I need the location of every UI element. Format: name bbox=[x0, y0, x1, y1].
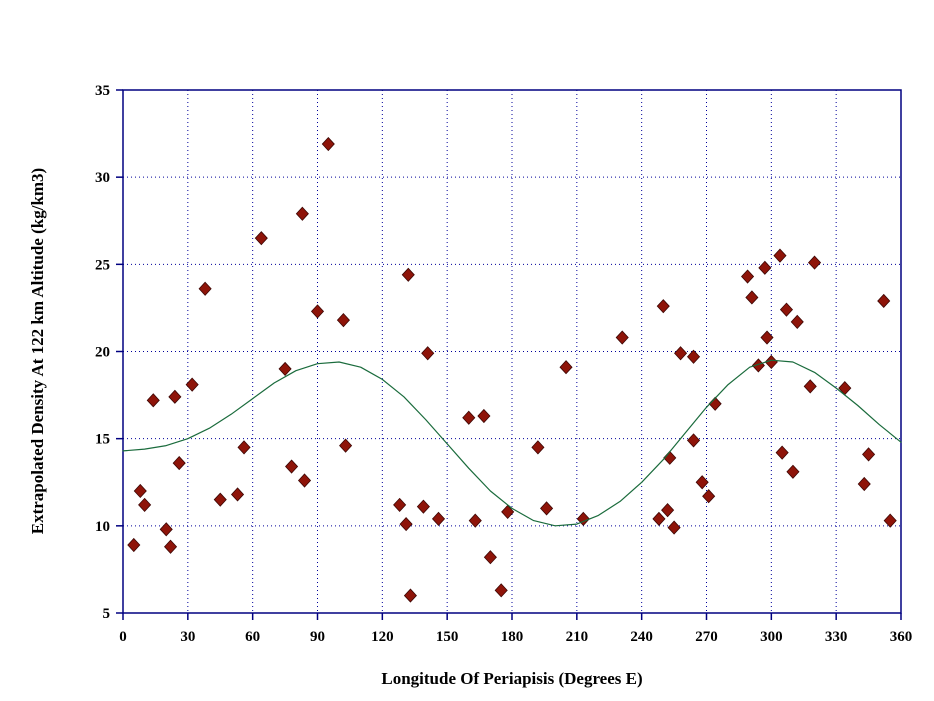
y-tick-label: 5 bbox=[103, 606, 111, 622]
x-tick-label: 300 bbox=[760, 629, 783, 645]
data-point bbox=[760, 330, 774, 345]
data-point bbox=[877, 293, 891, 309]
data-point bbox=[531, 440, 545, 455]
data-point bbox=[741, 269, 755, 284]
data-point bbox=[297, 473, 312, 488]
data-point bbox=[138, 497, 152, 513]
harmonic-fit-curve bbox=[122, 359, 902, 527]
y-tick-label: 20 bbox=[95, 345, 110, 361]
data-point bbox=[708, 396, 722, 411]
data-point bbox=[295, 206, 309, 221]
data-point bbox=[686, 433, 701, 448]
data-point bbox=[399, 517, 413, 532]
data-point bbox=[540, 501, 554, 516]
data-point bbox=[278, 361, 292, 377]
data-point bbox=[393, 497, 407, 513]
x-tick-label: 240 bbox=[630, 629, 653, 645]
data-point bbox=[185, 377, 199, 392]
data-point bbox=[159, 522, 173, 537]
data-point bbox=[652, 511, 666, 526]
x-tick-label: 360 bbox=[890, 629, 913, 645]
data-point bbox=[695, 475, 709, 490]
data-point bbox=[483, 550, 497, 565]
data-point bbox=[168, 389, 182, 404]
data-point bbox=[401, 267, 415, 282]
data-point bbox=[661, 503, 675, 518]
data-point bbox=[230, 487, 245, 502]
y-tick-label: 35 bbox=[95, 83, 110, 99]
y-tick-label: 10 bbox=[95, 519, 110, 535]
data-point bbox=[237, 440, 251, 455]
x-axis-title: Longitude Of Periapisis (Degrees E) bbox=[381, 669, 643, 688]
y-tick-label: 15 bbox=[95, 432, 110, 448]
data-point bbox=[285, 459, 299, 474]
data-point bbox=[745, 290, 759, 305]
data-point bbox=[559, 360, 573, 375]
data-point bbox=[656, 299, 670, 314]
data-point bbox=[172, 455, 186, 471]
data-point bbox=[857, 476, 871, 492]
data-point bbox=[803, 379, 817, 394]
data-point bbox=[862, 447, 876, 462]
data-point bbox=[838, 381, 852, 396]
data-point bbox=[403, 588, 417, 603]
data-point bbox=[674, 346, 688, 361]
x-tick-label: 0 bbox=[119, 629, 127, 645]
data-point bbox=[431, 511, 446, 526]
data-point bbox=[779, 302, 794, 317]
data-point bbox=[213, 492, 227, 507]
x-tick-label: 120 bbox=[371, 629, 394, 645]
data-point bbox=[615, 330, 629, 345]
data-point bbox=[773, 248, 787, 263]
data-point bbox=[198, 281, 212, 296]
data-point bbox=[702, 489, 716, 504]
data-point bbox=[468, 513, 482, 528]
x-tick-label: 60 bbox=[245, 629, 260, 645]
data-point bbox=[663, 450, 677, 465]
data-point bbox=[667, 520, 681, 535]
data-point bbox=[775, 445, 789, 460]
data-point bbox=[133, 483, 147, 499]
data-point bbox=[494, 583, 508, 598]
data-point bbox=[127, 537, 141, 553]
x-tick-label: 150 bbox=[436, 629, 459, 645]
data-point bbox=[321, 136, 335, 152]
data-point bbox=[163, 539, 178, 554]
y-tick-label: 25 bbox=[95, 257, 110, 273]
x-tick-label: 210 bbox=[566, 629, 589, 645]
data-point bbox=[254, 231, 268, 246]
x-tick-label: 30 bbox=[180, 629, 195, 645]
data-point bbox=[790, 314, 804, 329]
x-tick-label: 180 bbox=[501, 629, 524, 645]
data-point bbox=[786, 464, 800, 479]
y-axis-title: Extrapolated Density At 122 km Altitude … bbox=[28, 167, 47, 535]
x-tick-label: 330 bbox=[825, 629, 848, 645]
data-point bbox=[764, 354, 778, 370]
data-point bbox=[477, 408, 491, 424]
data-point bbox=[339, 438, 353, 453]
y-tick-label: 30 bbox=[95, 170, 110, 186]
data-point bbox=[758, 260, 772, 275]
data-point bbox=[421, 346, 435, 361]
data-point bbox=[501, 504, 515, 519]
data-point bbox=[686, 349, 701, 364]
data-point bbox=[146, 393, 160, 408]
data-point bbox=[336, 313, 350, 328]
data-point bbox=[462, 410, 476, 425]
data-point bbox=[883, 513, 897, 528]
data-point bbox=[416, 499, 430, 514]
data-point bbox=[808, 255, 822, 270]
x-tick-label: 90 bbox=[310, 629, 325, 645]
x-tick-label: 270 bbox=[695, 629, 718, 645]
data-point bbox=[310, 304, 325, 319]
